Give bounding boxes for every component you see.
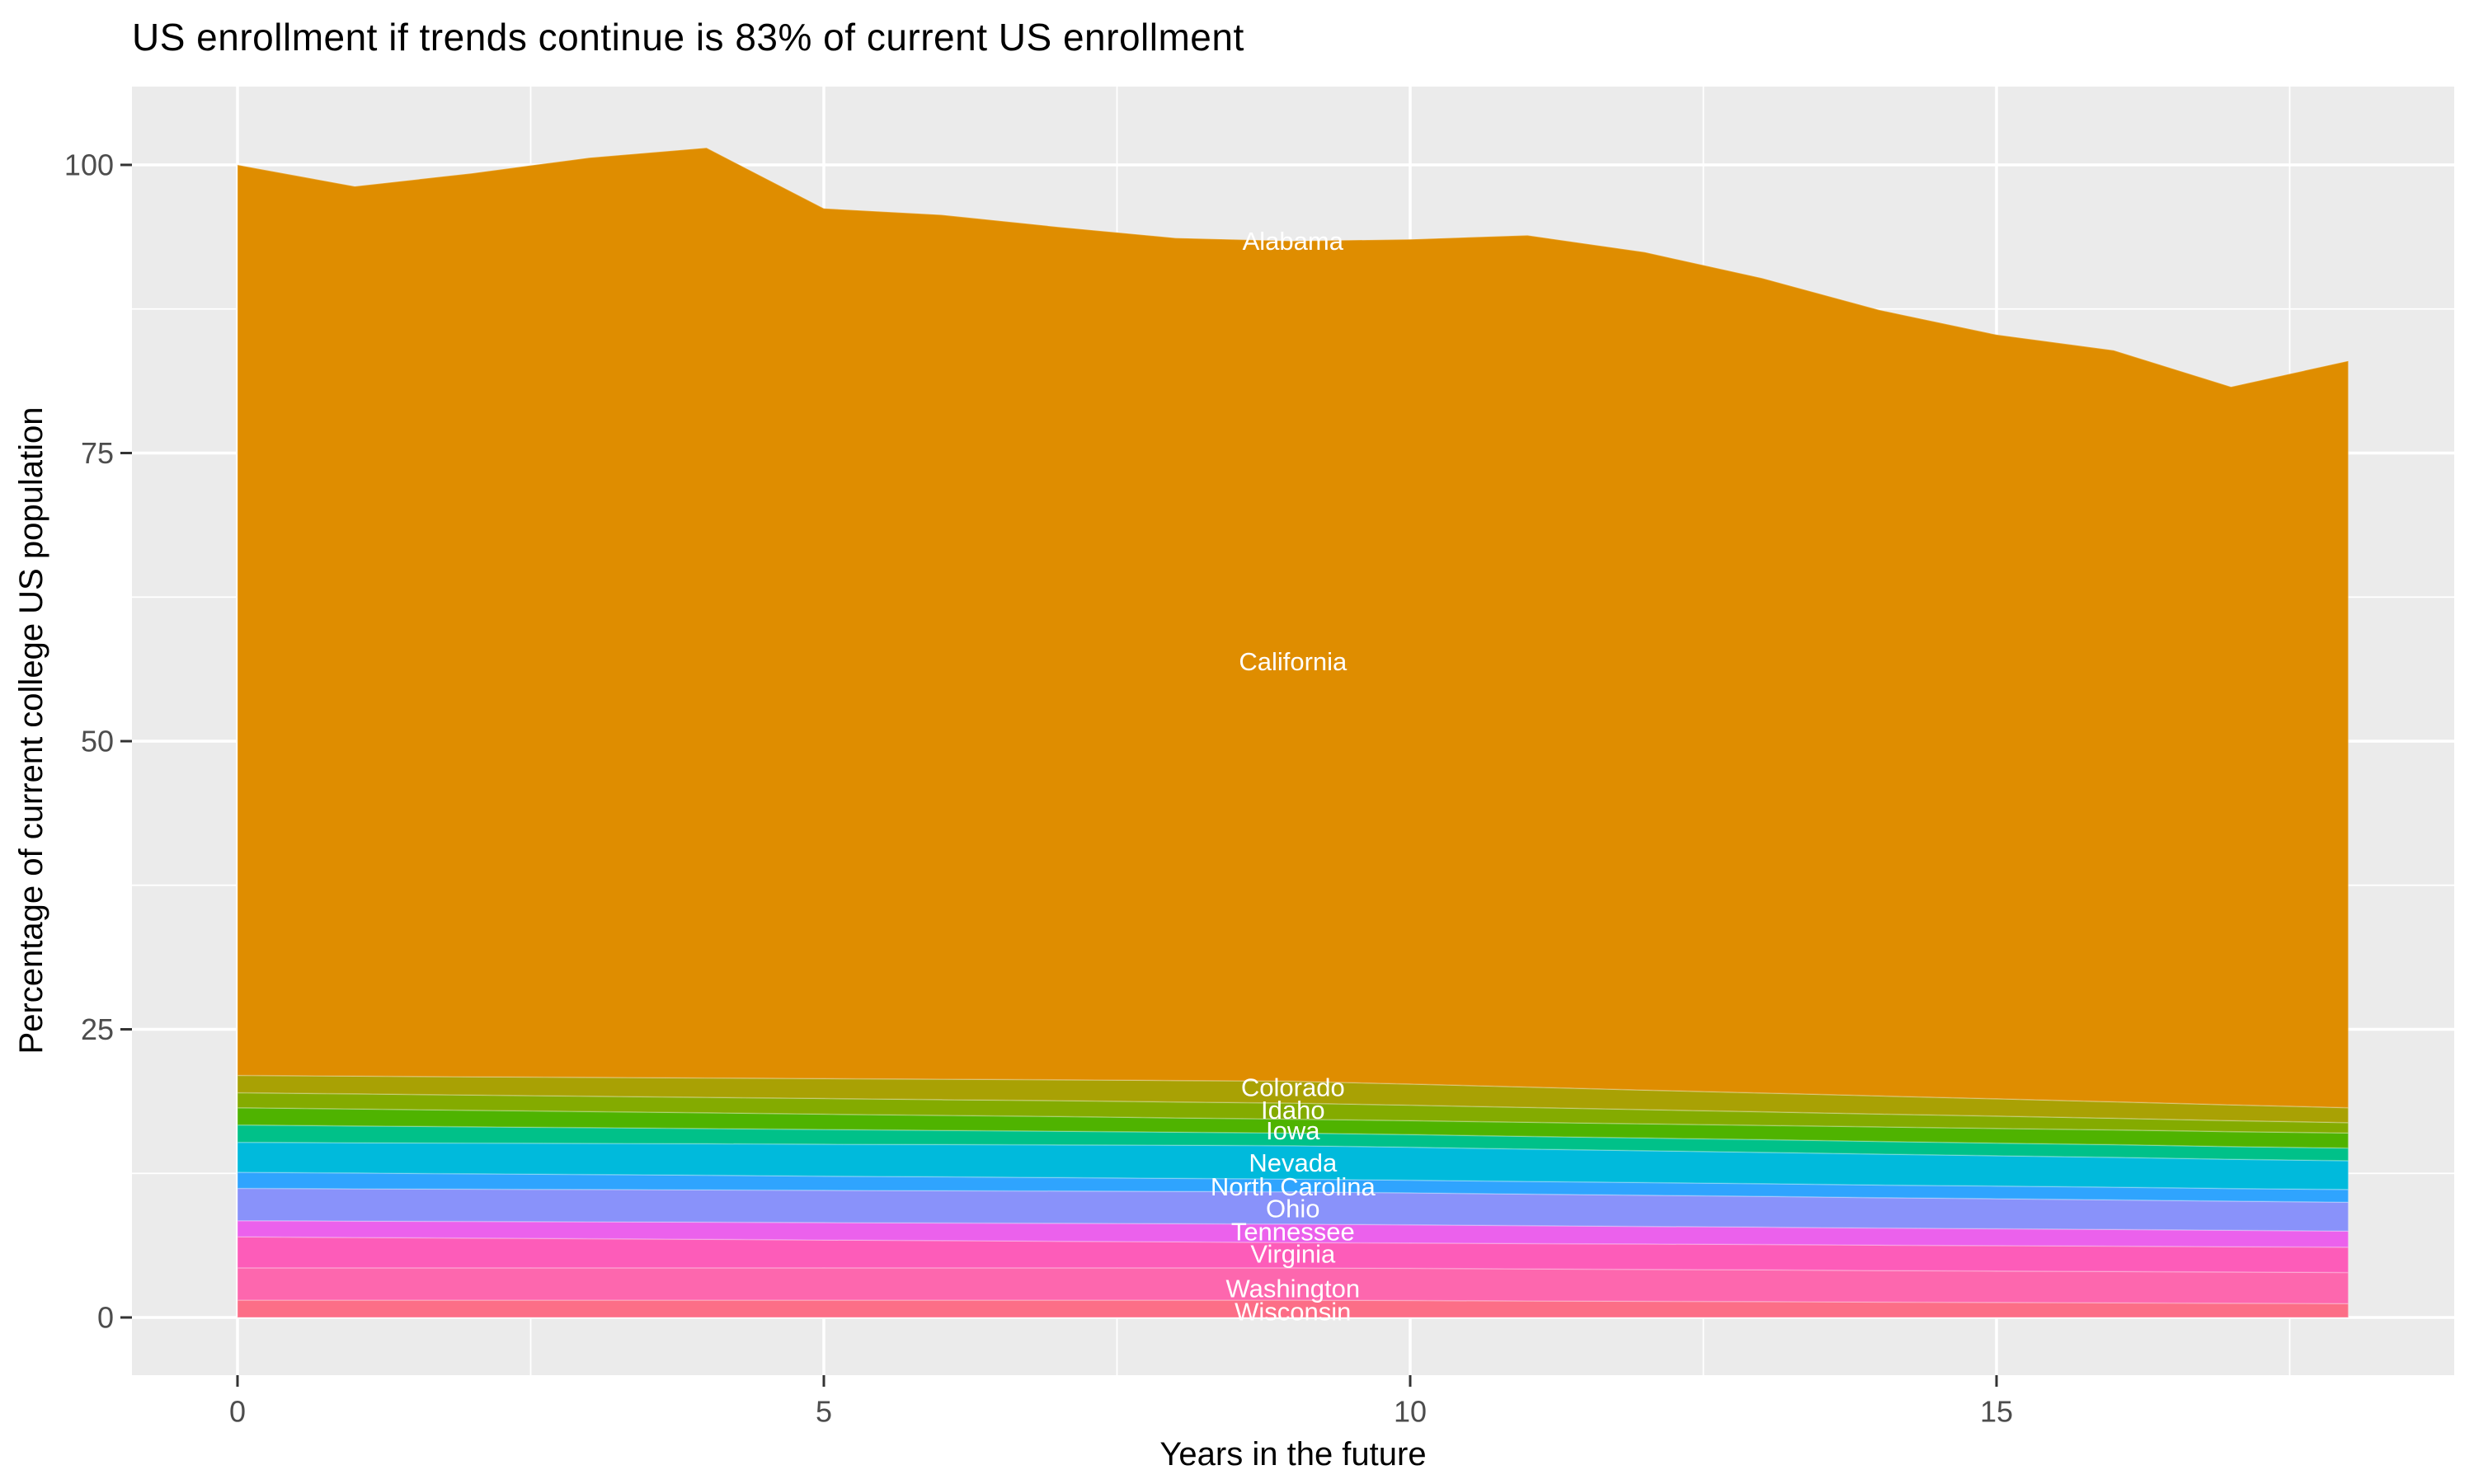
band-label-iowa: Iowa [1266, 1116, 1320, 1145]
area-band-ohio [237, 1187, 2349, 1232]
band-label-nevada: Nevada [1249, 1148, 1338, 1177]
band-label-wisconsin: Wisconsin [1235, 1298, 1351, 1327]
band-label-tennessee: Tennessee [1231, 1217, 1355, 1246]
x-tick-label: 0 [229, 1394, 246, 1428]
x-tick-label: 15 [1980, 1394, 2013, 1428]
band-label-alabama: Alabama [1243, 227, 1344, 256]
band-label-virginia: Virginia [1250, 1240, 1336, 1269]
y-tick-label: 50 [81, 725, 114, 758]
band-label-washington: Washington [1226, 1275, 1361, 1303]
area-band-california [237, 147, 2349, 1109]
plot-title: US enrollment if trends continue is 83% … [132, 16, 1244, 59]
band-label-ohio: Ohio [1266, 1194, 1319, 1223]
band-label-idaho: Idaho [1261, 1096, 1325, 1125]
band-label-north-carolina: North Carolina [1211, 1172, 1376, 1201]
y-tick-label: 75 [81, 436, 114, 470]
band-label-california: California [1239, 647, 1348, 676]
y-tick-label: 25 [81, 1012, 114, 1046]
area-band-unlabeled [237, 1124, 2349, 1162]
band-label-colorado: Colorado [1241, 1073, 1345, 1102]
y-tick-label: 100 [64, 148, 114, 182]
x-axis-title: Years in the future [1159, 1436, 1427, 1472]
y-axis-title: Percentage of current college US populat… [13, 406, 49, 1054]
x-tick-label: 10 [1394, 1394, 1427, 1428]
x-tick-label: 5 [816, 1394, 832, 1428]
y-tick-label: 0 [97, 1301, 114, 1335]
